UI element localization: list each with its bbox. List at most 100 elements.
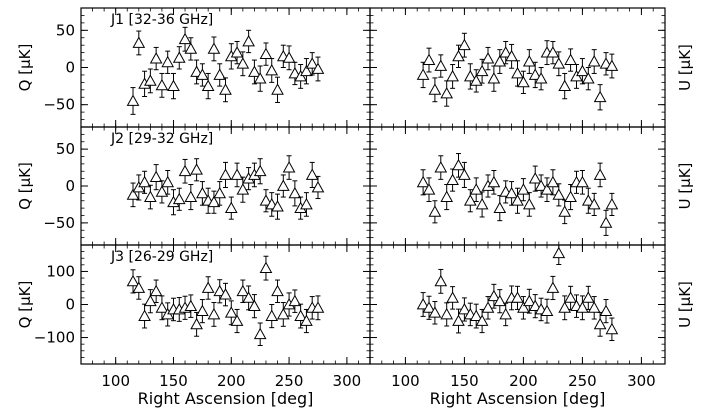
data-point bbox=[605, 59, 619, 71]
data-point bbox=[213, 68, 227, 80]
data-point bbox=[576, 301, 589, 313]
y-axis-label: Q [μK] bbox=[16, 44, 34, 92]
data-point bbox=[517, 75, 530, 88]
x-tick-label: 300 bbox=[333, 372, 362, 390]
data-point bbox=[213, 284, 227, 297]
data-point bbox=[126, 274, 140, 287]
data-point bbox=[428, 205, 442, 217]
data-point bbox=[144, 74, 157, 86]
data-point bbox=[172, 51, 186, 63]
data-point bbox=[481, 301, 495, 313]
data-point bbox=[475, 314, 489, 326]
data-point bbox=[564, 291, 577, 303]
data-point bbox=[190, 163, 203, 175]
data-point bbox=[469, 74, 483, 86]
data-point bbox=[184, 190, 198, 202]
data-point bbox=[593, 90, 607, 103]
band-label: J2 [29-32 GHz] bbox=[110, 131, 213, 147]
data-point bbox=[517, 183, 530, 195]
data-point bbox=[224, 306, 238, 318]
data-point bbox=[155, 185, 169, 197]
data-point bbox=[155, 78, 169, 91]
data-point bbox=[190, 317, 203, 330]
data-point bbox=[558, 205, 572, 217]
data-point bbox=[184, 299, 198, 312]
data-point bbox=[259, 194, 273, 206]
data-point bbox=[546, 175, 560, 188]
data-point bbox=[434, 161, 448, 173]
data-point bbox=[271, 200, 284, 212]
data-point bbox=[458, 302, 471, 315]
y-axis-label: Q [μK] bbox=[16, 162, 34, 210]
data-point bbox=[196, 186, 209, 199]
data-point bbox=[230, 168, 244, 180]
data-point bbox=[446, 69, 459, 82]
x-axis-label: Right Ascension [deg] bbox=[138, 389, 314, 408]
data-point bbox=[487, 175, 501, 188]
data-point bbox=[219, 168, 232, 180]
y-tick-label: 0 bbox=[65, 177, 75, 195]
data-point bbox=[558, 301, 572, 313]
y-tick-label: −50 bbox=[43, 96, 75, 114]
x-axis-label: Right Ascension [deg] bbox=[430, 389, 606, 408]
data-point bbox=[605, 197, 619, 210]
y-axis-label: U [μK] bbox=[676, 163, 694, 210]
data-point bbox=[475, 197, 489, 210]
data-point bbox=[305, 168, 319, 180]
data-point bbox=[446, 173, 459, 185]
data-point bbox=[422, 53, 436, 65]
data-point bbox=[149, 52, 163, 64]
data-point bbox=[253, 72, 267, 84]
data-point bbox=[511, 194, 524, 206]
data-point bbox=[493, 55, 507, 67]
data-point bbox=[138, 175, 151, 188]
y-axis-label: U [μK] bbox=[676, 281, 694, 328]
data-point bbox=[428, 306, 442, 318]
data-point bbox=[546, 46, 560, 58]
x-tick-label: 150 bbox=[450, 372, 479, 390]
data-point bbox=[242, 291, 255, 303]
data-point bbox=[294, 309, 307, 321]
data-point bbox=[522, 294, 536, 307]
data-point bbox=[499, 46, 513, 58]
data-point bbox=[242, 34, 255, 47]
data-point bbox=[552, 188, 566, 200]
data-point bbox=[300, 64, 313, 77]
data-point bbox=[558, 79, 572, 91]
data-point bbox=[144, 294, 157, 307]
data-point bbox=[540, 183, 554, 195]
data-point bbox=[248, 65, 261, 77]
data-point bbox=[463, 69, 477, 82]
data-point bbox=[271, 284, 284, 297]
y-axis-label: U [μK] bbox=[676, 44, 694, 91]
data-point bbox=[201, 281, 215, 293]
panel-frame bbox=[369, 126, 666, 246]
data-point bbox=[132, 281, 146, 293]
data-point bbox=[138, 309, 151, 321]
data-point bbox=[528, 299, 542, 312]
data-point bbox=[416, 68, 430, 80]
data-point bbox=[463, 194, 477, 206]
data-point bbox=[511, 66, 524, 79]
data-point bbox=[458, 38, 471, 51]
data-point bbox=[440, 87, 454, 99]
data-point bbox=[126, 94, 140, 106]
data-point bbox=[172, 192, 186, 205]
data-point bbox=[416, 175, 430, 188]
data-point bbox=[178, 32, 192, 45]
data-point bbox=[434, 59, 448, 71]
data-point bbox=[167, 79, 180, 91]
data-point bbox=[253, 327, 267, 340]
data-point bbox=[311, 180, 325, 193]
data-point bbox=[265, 63, 279, 76]
data-point bbox=[207, 195, 221, 208]
data-point bbox=[196, 304, 209, 317]
data-point bbox=[452, 314, 465, 326]
data-point bbox=[288, 186, 302, 199]
data-point bbox=[522, 197, 536, 210]
data-point bbox=[259, 47, 273, 60]
data-point bbox=[487, 72, 501, 84]
y-tick-label: 50 bbox=[56, 140, 75, 158]
data-point bbox=[576, 64, 589, 77]
